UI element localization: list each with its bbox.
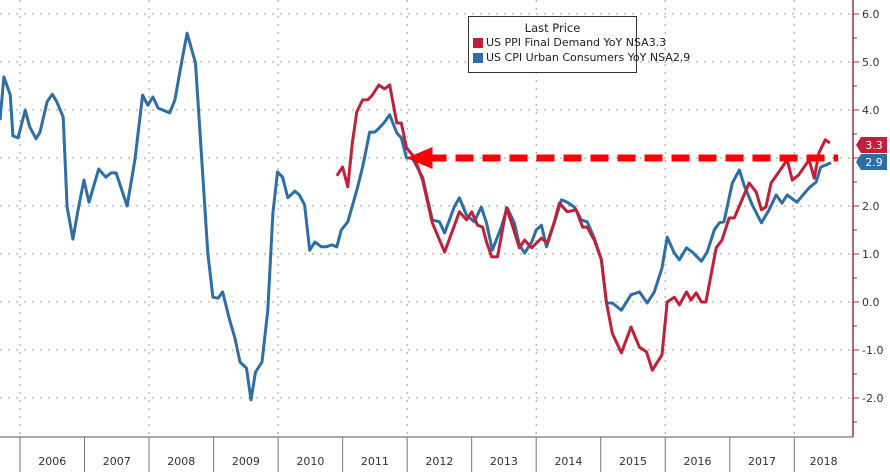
x-tick-label: 2015 bbox=[619, 455, 647, 468]
y-tick-label: 5.0 bbox=[862, 56, 880, 69]
series-lines bbox=[0, 31, 832, 402]
x-tick-label: 2011 bbox=[361, 455, 389, 468]
x-tick-label: 2006 bbox=[38, 455, 66, 468]
legend-label-ppi: US PPI Final Demand YoY NSA bbox=[486, 36, 649, 49]
y-tick-label: -1.0 bbox=[862, 344, 883, 357]
x-tick-label: 2008 bbox=[167, 455, 195, 468]
last-value-tag-text: 3.3 bbox=[865, 139, 883, 152]
x-tick-label: 2009 bbox=[232, 455, 260, 468]
legend-label-cpi: US CPI Urban Consumers YoY NSA bbox=[486, 51, 673, 64]
x-tick-label: 2010 bbox=[296, 455, 324, 468]
last-value-tag-bg bbox=[856, 137, 887, 153]
y-tick-label: 4.0 bbox=[862, 104, 880, 117]
legend-item-cpi: US CPI Urban Consumers YoY NSA 2.9 bbox=[469, 50, 690, 65]
x-tick-label: 2016 bbox=[683, 455, 711, 468]
last-value-tags: 3.32.9 bbox=[856, 137, 887, 170]
legend-title: Last Price bbox=[524, 21, 581, 35]
x-tick-label: 2013 bbox=[490, 455, 518, 468]
annotation-arrow bbox=[406, 147, 839, 169]
y-tick-label: -2.0 bbox=[862, 392, 883, 405]
y-tick-label: 1.0 bbox=[862, 248, 880, 261]
x-tick-label: 2017 bbox=[748, 455, 776, 468]
last-value-tag-text: 2.9 bbox=[865, 156, 883, 169]
y-tick-label: 6.0 bbox=[862, 8, 880, 21]
legend-value-ppi: 3.3 bbox=[648, 36, 667, 49]
x-tick-label: 2012 bbox=[425, 455, 453, 468]
legend-swatch-ppi bbox=[473, 37, 483, 48]
x-tick-label: 2018 bbox=[810, 455, 838, 468]
y-axis: 6.0 5.0 4.0 2.0 1.0 0.0 -1.0 -2.0 bbox=[852, 0, 883, 437]
legend-value-cpi: 2.9 bbox=[672, 51, 691, 64]
arrow-head bbox=[406, 147, 433, 169]
x-tick-label: 2014 bbox=[554, 455, 582, 468]
y-tick-label: 2.0 bbox=[862, 200, 880, 213]
x-tick-label: 2007 bbox=[103, 455, 131, 468]
legend-swatch-cpi bbox=[473, 52, 483, 63]
series-line-cpi bbox=[0, 31, 832, 402]
legend: Last Price US PPI Final Demand YoY NSA 3… bbox=[468, 16, 690, 73]
x-axis-years: 2006 2007 2008 2009 2010 2011 2012 2013 2014 2015… bbox=[0, 436, 853, 472]
series-line-ppi bbox=[335, 83, 831, 372]
y-tick-label: 0.0 bbox=[862, 296, 880, 309]
legend-item-ppi: US PPI Final Demand YoY NSA 3.3 bbox=[469, 35, 666, 50]
last-value-tag-bg bbox=[856, 154, 887, 170]
